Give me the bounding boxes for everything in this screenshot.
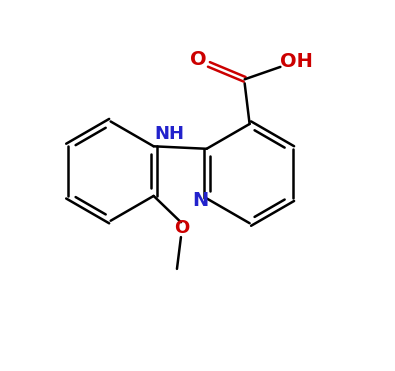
- Text: NH: NH: [154, 125, 184, 142]
- Text: N: N: [192, 191, 209, 210]
- Text: O: O: [174, 219, 190, 237]
- Text: O: O: [190, 50, 206, 69]
- Text: OH: OH: [280, 52, 313, 72]
